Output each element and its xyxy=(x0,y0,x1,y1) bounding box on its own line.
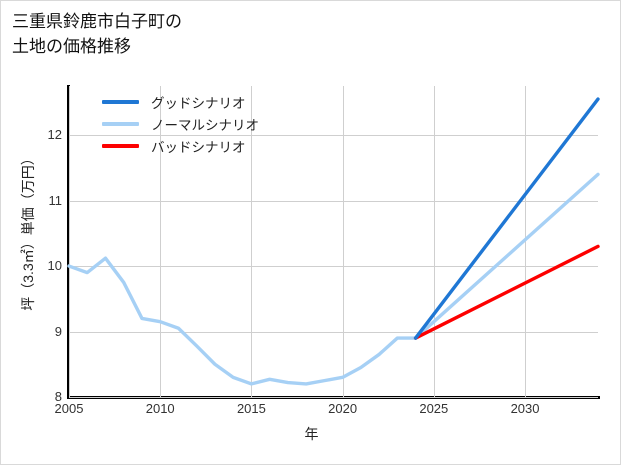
x-axis-title: 年 xyxy=(304,426,319,442)
y-axis-spine xyxy=(67,85,70,398)
gridline-horizontal xyxy=(69,331,598,333)
y-tick-label: 9 xyxy=(54,323,62,339)
chart-legend: グッドシナリオ ノーマルシナリオ バッドシナリオ xyxy=(102,91,322,157)
y-axis-title: 坪（3.3㎡）単価（万円） xyxy=(20,151,36,311)
y-tick-label: 10 xyxy=(47,258,62,274)
x-tick-label: 2005 xyxy=(54,401,84,416)
legend-color-swatch xyxy=(102,144,139,148)
x-tick-label: 2010 xyxy=(145,401,175,416)
chart-title: 三重県鈴鹿市白子町の 土地の価格推移 xyxy=(12,12,182,56)
legend-item[interactable]: バッドシナリオ xyxy=(102,135,322,157)
y-tick-label: 8 xyxy=(54,389,62,404)
series-line xyxy=(413,244,600,340)
x-tick-label: 2030 xyxy=(510,401,540,416)
legend-item-label: ノーマルシナリオ xyxy=(151,118,259,133)
legend-item-label: グッドシナリオ xyxy=(151,96,246,111)
gridline-vertical xyxy=(69,86,70,397)
gridline-horizontal xyxy=(69,397,598,398)
plot-area xyxy=(67,86,600,398)
gridline-horizontal xyxy=(69,200,598,202)
legend-color-swatch xyxy=(102,122,139,126)
gridline-vertical xyxy=(342,86,344,397)
gridline-horizontal xyxy=(69,135,598,137)
legend-item[interactable]: グッドシナリオ xyxy=(102,91,322,113)
legend-color-swatch xyxy=(102,100,139,104)
x-axis-tick-labels: 2005 2010 2015 2020 2025 2030 xyxy=(55,401,598,421)
series-line xyxy=(67,172,600,386)
gridline-vertical xyxy=(251,86,253,397)
x-tick-label: 2025 xyxy=(419,401,449,416)
y-axis-tick-labels: 8 9 10 11 12 xyxy=(28,86,63,404)
series-line xyxy=(413,97,600,340)
gridline-vertical xyxy=(433,86,435,397)
legend-item-label: バッドシナリオ xyxy=(151,140,246,155)
series-lines xyxy=(67,97,600,386)
legend-item[interactable]: ノーマルシナリオ xyxy=(102,113,322,135)
gridline-horizontal xyxy=(69,266,598,268)
x-tick-label: 2015 xyxy=(236,401,266,416)
y-tick-label: 12 xyxy=(47,127,62,143)
gridline-vertical xyxy=(160,86,162,397)
y-tick-label: 11 xyxy=(48,192,63,208)
x-tick-label: 2020 xyxy=(328,401,358,416)
